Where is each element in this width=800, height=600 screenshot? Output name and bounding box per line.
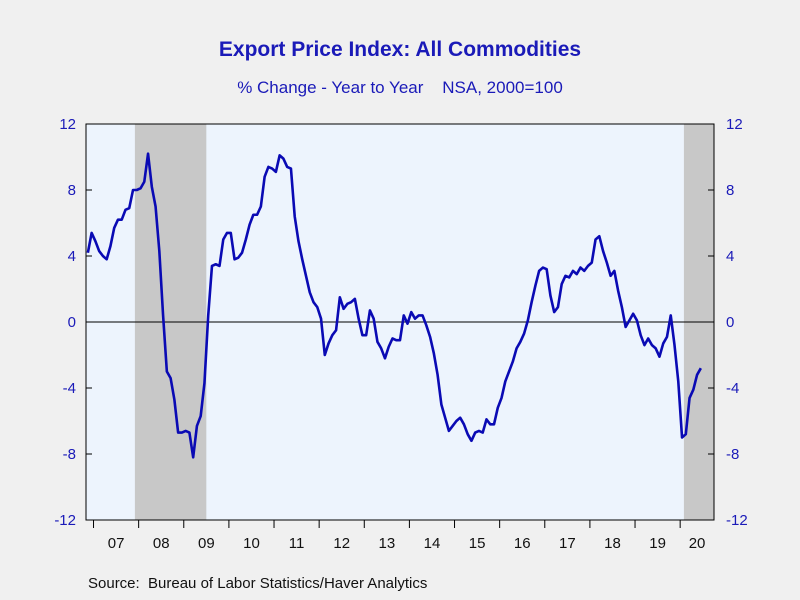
x-tick-label: 19	[649, 535, 666, 552]
y-tick-label-left: 0	[68, 314, 76, 331]
x-tick-label: 09	[198, 535, 215, 552]
y-tick-label-left: 4	[68, 248, 76, 265]
y-tick-label-left: 12	[59, 116, 76, 133]
x-tick-label: 13	[378, 535, 395, 552]
y-tick-label-left: 8	[68, 182, 76, 199]
x-tick-label: 08	[153, 535, 170, 552]
y-tick-label-right: 4	[726, 248, 734, 265]
chart-title: Export Price Index: All Commodities	[218, 38, 582, 61]
chart-subtitle: % Change - Year to Year NSA, 2000=100	[237, 78, 563, 97]
y-tick-label-left: -12	[54, 512, 76, 529]
y-tick-label-right: 0	[726, 314, 734, 331]
x-tick-label: 18	[604, 535, 621, 552]
y-tick-label-left: -4	[63, 380, 76, 397]
x-tick-label: 14	[424, 535, 441, 552]
y-tick-label-right: -4	[726, 380, 739, 397]
y-tick-label-right: 12	[726, 116, 743, 133]
x-tick-label: 10	[243, 535, 260, 552]
x-tick-label: 20	[689, 535, 706, 552]
x-tick-label: 11	[289, 535, 305, 552]
y-tick-label-right: 8	[726, 182, 734, 199]
y-tick-label-right: -12	[726, 512, 748, 529]
x-tick-label: 16	[514, 535, 531, 552]
y-tick-label-right: -8	[726, 446, 739, 463]
chart-source: Source: Bureau of Labor Statistics/Haver…	[88, 575, 428, 592]
x-tick-label: 07	[108, 535, 125, 552]
x-tick-label: 15	[469, 535, 486, 552]
y-tick-label-left: -8	[63, 446, 76, 463]
x-tick-label: 17	[559, 535, 576, 552]
x-tick-label: 12	[333, 535, 350, 552]
series-line	[86, 152, 702, 459]
